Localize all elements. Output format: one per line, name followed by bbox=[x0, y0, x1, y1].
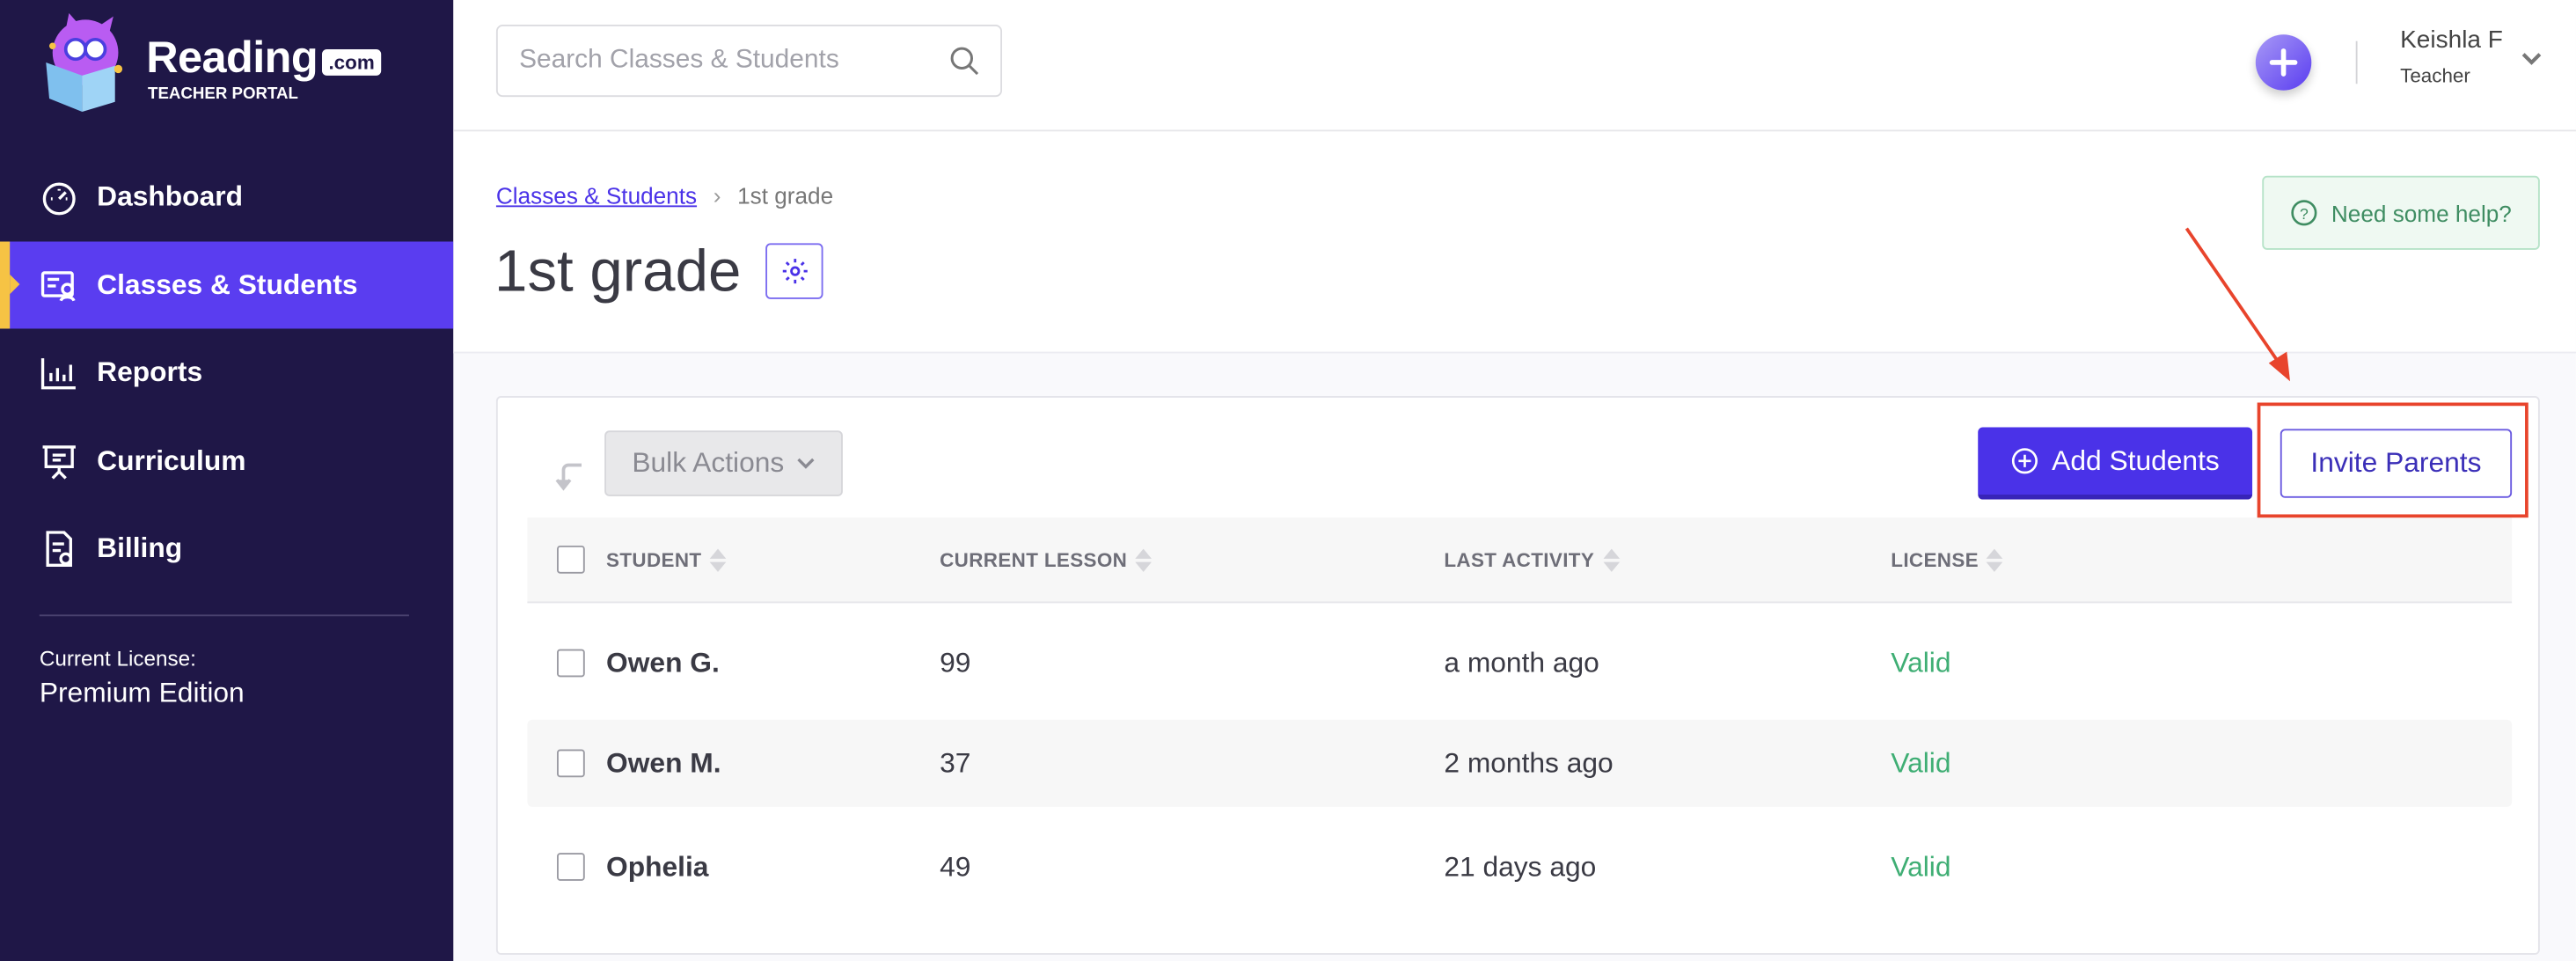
breadcrumb-current: 1st grade bbox=[737, 182, 834, 209]
row-checkbox[interactable] bbox=[557, 649, 585, 678]
select-all-checkbox[interactable] bbox=[557, 545, 585, 574]
brand-name: Reading bbox=[146, 33, 318, 83]
row-checkbox[interactable] bbox=[557, 853, 585, 881]
help-label: Need some help? bbox=[2331, 199, 2512, 226]
chevron-down-icon bbox=[2521, 53, 2542, 65]
gear-icon bbox=[781, 259, 807, 284]
invite-parents-button[interactable]: Invite Parents bbox=[2280, 429, 2513, 498]
main: Search Classes & Students Keishla F Teac… bbox=[453, 0, 2576, 961]
classes-icon bbox=[40, 270, 76, 301]
last-activity: 2 months ago bbox=[1444, 746, 1614, 779]
license-status: Valid bbox=[1891, 850, 1951, 882]
sidebar-item-label: Curriculum bbox=[97, 444, 246, 476]
current-lesson: 49 bbox=[940, 850, 971, 882]
column-license[interactable]: LICENSE bbox=[1891, 517, 2004, 603]
user-menu[interactable]: Keishla F Teacher bbox=[2400, 26, 2565, 99]
table-header: STUDENT CURRENT LESSON LAST ACTIVITY LIC… bbox=[527, 517, 2513, 604]
sidebar-item-label: Billing bbox=[97, 532, 183, 563]
sort-icon bbox=[1987, 548, 2004, 572]
current-lesson: 99 bbox=[940, 646, 971, 679]
breadcrumb-classes-link[interactable]: Classes & Students bbox=[495, 182, 698, 209]
license-status: Valid bbox=[1891, 646, 1951, 679]
column-student[interactable]: STUDENT bbox=[606, 517, 727, 603]
table-row[interactable]: Ophelia 49 21 days ago Valid bbox=[527, 824, 2512, 911]
sort-icon bbox=[709, 548, 727, 572]
sidebar-item-label: Reports bbox=[97, 356, 203, 387]
sidebar-divider bbox=[39, 614, 409, 617]
row-checkbox[interactable] bbox=[557, 749, 585, 778]
license-value: Premium Edition bbox=[39, 677, 245, 708]
bulk-actions-label: Bulk Actions bbox=[632, 446, 785, 479]
brand-subtitle: TEACHER PORTAL bbox=[148, 85, 298, 104]
bulk-actions-dropdown[interactable]: Bulk Actions bbox=[604, 430, 843, 496]
sidebar-item-label: Dashboard bbox=[97, 180, 243, 211]
breadcrumb-separator: › bbox=[713, 182, 721, 209]
student-name[interactable]: Owen G. bbox=[606, 646, 720, 679]
invite-parents-label: Invite Parents bbox=[2310, 446, 2482, 479]
quick-add-button[interactable] bbox=[2255, 34, 2312, 91]
chevron-down-icon bbox=[797, 458, 816, 469]
add-students-label: Add Students bbox=[2052, 444, 2220, 476]
students-card: Bulk Actions Add Students Invite Parents… bbox=[495, 396, 2540, 955]
sidebar-item-billing[interactable]: Billing bbox=[0, 504, 453, 591]
gauge-icon bbox=[42, 181, 76, 215]
page-title: 1st grade bbox=[494, 236, 742, 304]
column-label: LAST ACTIVITY bbox=[1444, 548, 1595, 572]
column-last-activity[interactable]: LAST ACTIVITY bbox=[1444, 517, 1620, 603]
student-name[interactable]: Ophelia bbox=[606, 850, 709, 882]
search-icon bbox=[950, 47, 979, 76]
column-label: CURRENT LESSON bbox=[940, 548, 1128, 572]
bar-chart-icon bbox=[40, 357, 76, 389]
last-activity: 21 days ago bbox=[1444, 850, 1597, 882]
license-label: Current License: bbox=[39, 645, 196, 671]
help-button[interactable]: ? Need some help? bbox=[2262, 175, 2540, 250]
class-settings-button[interactable] bbox=[765, 243, 823, 299]
search-placeholder: Search Classes & Students bbox=[519, 46, 839, 75]
column-current-lesson[interactable]: CURRENT LESSON bbox=[940, 517, 1153, 603]
logo[interactable]: Reading .com TEACHER PORTAL bbox=[36, 12, 398, 115]
plus-circle-icon bbox=[2011, 448, 2038, 474]
help-circle-icon: ? bbox=[2291, 200, 2317, 226]
annotation-highlight-box bbox=[2257, 402, 2528, 518]
search-input[interactable]: Search Classes & Students bbox=[495, 25, 1003, 98]
last-activity: a month ago bbox=[1444, 646, 1599, 679]
plus-icon bbox=[2269, 48, 2298, 77]
invoice-icon bbox=[46, 530, 72, 567]
table-row[interactable]: Owen G. 99 a month ago Valid bbox=[527, 620, 2512, 707]
sidebar: Reading .com TEACHER PORTAL Dashboard Cl… bbox=[0, 0, 454, 961]
column-label: STUDENT bbox=[606, 548, 702, 572]
svg-text:?: ? bbox=[2300, 205, 2309, 223]
student-name[interactable]: Owen M. bbox=[606, 746, 721, 779]
add-students-button[interactable]: Add Students bbox=[1978, 427, 2253, 500]
table-row[interactable]: Owen M. 37 2 months ago Valid bbox=[527, 719, 2513, 807]
mascot-logo-icon bbox=[46, 12, 123, 112]
license-status: Valid bbox=[1891, 746, 1951, 779]
brand-tld: .com bbox=[321, 49, 382, 76]
user-name: Keishla F bbox=[2400, 26, 2503, 55]
undo-arrow-icon bbox=[555, 463, 582, 491]
current-lesson: 37 bbox=[940, 746, 971, 779]
column-label: LICENSE bbox=[1891, 548, 1980, 572]
sidebar-item-reports[interactable]: Reports bbox=[0, 328, 453, 415]
sidebar-item-classes-students[interactable]: Classes & Students bbox=[0, 241, 454, 329]
header-divider bbox=[2355, 40, 2358, 84]
sort-icon bbox=[1602, 548, 1620, 572]
sidebar-item-label: Classes & Students bbox=[97, 268, 358, 300]
sidebar-item-curriculum[interactable]: Curriculum bbox=[0, 417, 453, 504]
sidebar-item-dashboard[interactable]: Dashboard bbox=[0, 153, 453, 240]
sort-icon bbox=[1135, 548, 1153, 572]
top-bar: Search Classes & Students Keishla F Teac… bbox=[453, 0, 2576, 132]
annotation-arrow-icon bbox=[2184, 227, 2291, 382]
breadcrumb: Classes & Students › 1st grade bbox=[496, 182, 833, 209]
presentation-icon bbox=[42, 444, 76, 479]
user-role: Teacher bbox=[2400, 63, 2470, 87]
page-header: Classes & Students › 1st grade 1st grade… bbox=[453, 131, 2576, 354]
